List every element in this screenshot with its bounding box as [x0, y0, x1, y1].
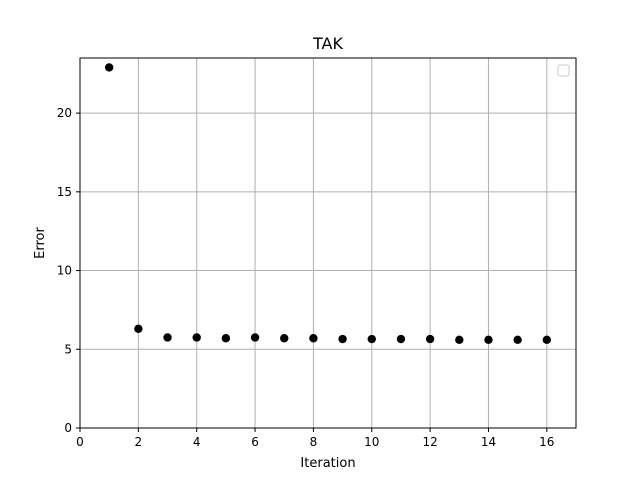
- y-tick-label: 5: [64, 342, 72, 356]
- y-tick-label: 20: [57, 106, 72, 120]
- y-tick-label: 15: [57, 185, 72, 199]
- data-point: [425, 334, 435, 344]
- x-tick-label: 14: [481, 435, 496, 449]
- chart-title: TAK: [312, 34, 343, 53]
- plot-frame: [79, 57, 577, 429]
- x-tick-label: 6: [251, 435, 259, 449]
- y-axis-label: Error: [33, 227, 48, 259]
- x-tick-label: 2: [135, 435, 143, 449]
- x-tick-label: 10: [364, 435, 379, 449]
- data-point: [542, 335, 552, 345]
- x-tick-label: 12: [422, 435, 437, 449]
- data-point: [192, 333, 201, 342]
- data-point: [309, 334, 318, 343]
- x-tick-label: 0: [76, 435, 84, 449]
- grid-lines: [79, 58, 576, 429]
- data-point: [367, 334, 376, 344]
- data-point: [134, 324, 143, 334]
- data-point: [338, 334, 347, 344]
- data-points: [104, 63, 552, 345]
- x-axis-label: Iteration: [300, 456, 355, 471]
- data-point: [250, 333, 260, 342]
- x-tick-label: 8: [310, 435, 318, 449]
- data-point: [455, 335, 464, 345]
- x-tick-label: 16: [539, 435, 554, 449]
- data-point: [513, 335, 522, 345]
- legend-box: [557, 64, 570, 77]
- y-tick-label: 10: [57, 264, 72, 278]
- data-point: [163, 333, 172, 342]
- data-point: [484, 335, 493, 345]
- y-tick-label: 0: [64, 421, 72, 435]
- data-point: [221, 334, 231, 343]
- data-point: [396, 334, 406, 344]
- data-point: [104, 63, 114, 72]
- axis-ticks: 0 2 4 6 8 10 12 14 16 0 5 10 15 20: [57, 106, 555, 449]
- x-tick-label: 4: [193, 435, 201, 449]
- data-point: [280, 334, 289, 343]
